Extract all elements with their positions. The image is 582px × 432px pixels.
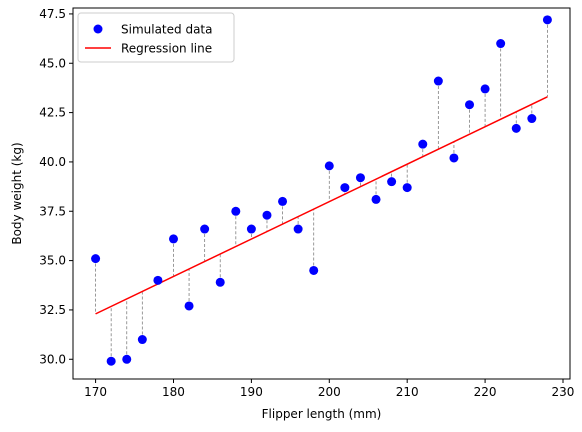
x-tick-label: 230 [552,385,575,399]
data-point [418,139,428,149]
data-point [168,234,178,244]
data-point [91,254,101,264]
y-tick-label: 42.5 [39,106,66,120]
data-point [215,277,225,287]
y-tick-label: 35.0 [39,254,66,268]
data-point [465,100,475,110]
x-tick-label: 210 [396,385,419,399]
y-axis-ticks: 30.0 32.5 35.0 37.5 40.0 42.5 45.0 47.5 [39,7,73,366]
x-axis-label: Flipper length (mm) [262,407,382,421]
x-tick-label: 190 [240,385,263,399]
data-point [387,177,397,187]
data-point [200,224,210,234]
data-point [355,173,365,183]
y-axis-label: Body weight (kg) [10,142,24,244]
data-point [449,153,459,163]
data-point [137,335,147,345]
data-point [402,183,412,193]
x-tick-label: 200 [318,385,341,399]
legend-label-regression-line: Regression line [121,42,212,56]
plot-frame [72,7,571,380]
regression-line [95,96,548,315]
y-tick-label: 47.5 [39,7,66,21]
data-point [153,275,163,285]
legend-marker-simulated-data [93,24,103,34]
data-point [527,114,537,124]
data-points [91,15,552,366]
y-tick-label: 30.0 [39,352,66,366]
data-point [262,210,272,220]
data-point [496,39,506,49]
legend: Simulated data Regression line [77,12,235,63]
data-point [309,265,319,275]
data-point [278,196,288,206]
data-point [122,354,132,364]
legend-label-simulated-data: Simulated data [121,23,212,37]
data-point [340,183,350,193]
x-tick-label: 180 [162,385,185,399]
data-point [511,123,521,133]
data-point [231,206,241,216]
x-tick-label: 170 [84,385,107,399]
y-tick-label: 45.0 [39,56,66,70]
data-point [480,84,490,94]
data-point [293,224,303,234]
data-point [371,194,381,204]
data-point [246,224,256,234]
residual-lines [95,19,548,362]
data-point [324,161,334,171]
regression-line-group [95,96,548,315]
y-tick-label: 40.0 [39,155,66,169]
data-point [433,76,443,86]
data-point [184,301,194,311]
x-tick-label: 220 [474,385,497,399]
x-axis-ticks: 170 180 190 200 210 220 230 [84,379,574,399]
y-tick-label: 37.5 [39,204,66,218]
data-point [106,356,116,366]
data-point [542,15,552,25]
legend-box [77,12,235,63]
y-tick-label: 32.5 [39,303,66,317]
